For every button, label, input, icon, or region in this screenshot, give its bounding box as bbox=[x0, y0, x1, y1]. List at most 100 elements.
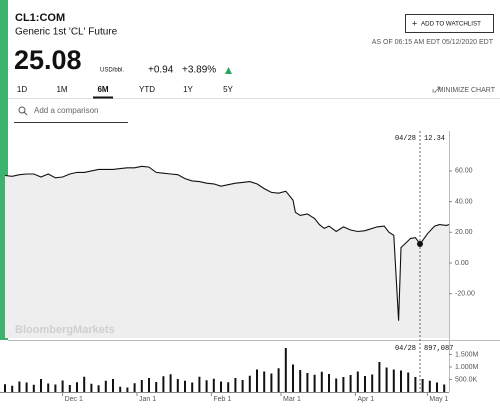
volume-bar bbox=[68, 385, 71, 392]
volume-bar bbox=[443, 384, 446, 392]
x-tick-label: May 1 bbox=[429, 396, 448, 403]
volume-bar bbox=[407, 372, 410, 392]
hover-date: 04/28 bbox=[395, 345, 416, 353]
volume-bar bbox=[83, 376, 86, 392]
volume-bar bbox=[378, 362, 381, 392]
volume-bar bbox=[356, 371, 359, 392]
volume-bar bbox=[18, 381, 21, 392]
volume-bar bbox=[263, 371, 266, 392]
volume-bar bbox=[320, 371, 323, 392]
volume-bar bbox=[256, 369, 258, 392]
watermark: BloombergMarkets bbox=[15, 324, 115, 336]
x-tick-label: Jan 1 bbox=[139, 396, 156, 403]
volume-bar bbox=[47, 383, 50, 392]
volume-bar bbox=[292, 364, 294, 392]
volume-bar bbox=[421, 379, 424, 392]
volume-bar bbox=[126, 387, 129, 392]
volume-bar bbox=[371, 374, 374, 392]
y-tick-label: 500.0K bbox=[455, 376, 478, 383]
volume-bar bbox=[148, 378, 150, 392]
tab[interactable]: 5Y bbox=[223, 85, 233, 94]
change: +0.94 bbox=[148, 65, 174, 76]
unit: USD/bbl. bbox=[100, 68, 124, 74]
price: 25.08 bbox=[14, 45, 82, 75]
volume-bar bbox=[162, 376, 165, 392]
volume-bar bbox=[428, 380, 431, 392]
x-tick-label: Apr 1 bbox=[357, 396, 374, 403]
y-tick-label: 1.500M bbox=[455, 351, 479, 358]
watchlist-label[interactable]: ADD TO WATCHLIST bbox=[421, 21, 481, 28]
tab[interactable]: 1D bbox=[17, 85, 27, 94]
volume-bar bbox=[234, 378, 237, 392]
volume-bar bbox=[184, 380, 186, 392]
volume-bar bbox=[414, 377, 417, 392]
volume-bar bbox=[32, 384, 35, 392]
volume-bar bbox=[335, 378, 338, 392]
hover-date: 04/28 bbox=[395, 135, 416, 143]
volume-bar bbox=[61, 380, 64, 392]
volume-bar bbox=[364, 376, 366, 392]
volume-bar bbox=[227, 382, 230, 392]
volume-bar bbox=[140, 380, 143, 392]
up-arrow bbox=[225, 67, 232, 74]
volume-bar bbox=[277, 368, 280, 392]
accent-bar bbox=[0, 0, 8, 340]
volume-bar bbox=[90, 383, 93, 392]
volume-bar bbox=[270, 373, 273, 392]
tab[interactable]: 6M bbox=[97, 85, 108, 94]
search-input[interactable]: Add a comparison bbox=[34, 106, 98, 115]
volume-bar bbox=[176, 379, 179, 392]
volume-bar bbox=[342, 377, 345, 392]
as-of: AS OF 06:15 AM EDT 05/12/2020 EDT bbox=[372, 39, 494, 46]
volume-bar bbox=[40, 379, 42, 392]
volume-bar bbox=[248, 375, 251, 392]
search-icon-handle bbox=[23, 111, 28, 116]
volume-bar bbox=[205, 380, 208, 392]
volume-bar bbox=[169, 374, 172, 392]
y-tick-label: 1.000M bbox=[455, 364, 479, 371]
minimize-label[interactable]: MINIMIZE CHART bbox=[438, 87, 496, 94]
price-line bbox=[4, 165, 450, 321]
volume-bar bbox=[241, 380, 244, 392]
volume-bar bbox=[328, 374, 330, 392]
symbol: CL1:COM bbox=[15, 12, 65, 24]
volume-bar bbox=[54, 384, 57, 392]
volume-bar bbox=[198, 376, 201, 392]
x-tick-label: Mar 1 bbox=[283, 396, 301, 403]
tab[interactable]: 1Y bbox=[183, 85, 193, 94]
volume-bar bbox=[25, 382, 28, 392]
volume-bar bbox=[313, 374, 316, 392]
volume-bar bbox=[436, 382, 438, 392]
y-tick-label: 60.00 bbox=[455, 168, 473, 175]
y-tick-label: 20.00 bbox=[455, 229, 473, 236]
x-tick-label: Feb 1 bbox=[213, 396, 231, 403]
volume-bar bbox=[385, 367, 388, 392]
instrument-name: Generic 1st 'CL' Future bbox=[15, 27, 118, 38]
area bbox=[5, 166, 449, 338]
volume-bar bbox=[306, 373, 309, 392]
volume-bar bbox=[191, 382, 194, 392]
tab[interactable]: YTD bbox=[139, 85, 155, 94]
volume-bar bbox=[212, 378, 215, 392]
y-tick-label: -20.00 bbox=[455, 290, 475, 297]
volume-bar bbox=[349, 375, 352, 392]
hover-volume: 897,087 bbox=[424, 345, 453, 353]
volume-bar bbox=[299, 370, 302, 392]
y-tick-label: 40.00 bbox=[455, 198, 473, 205]
volume-bar bbox=[119, 386, 122, 392]
watchlist-button[interactable] bbox=[405, 14, 494, 33]
volume-bar bbox=[284, 348, 287, 392]
minimize-icon[interactable] bbox=[432, 86, 441, 93]
volume-bar bbox=[133, 383, 136, 392]
volume-bar bbox=[112, 379, 114, 392]
tab[interactable]: 1M bbox=[56, 85, 67, 94]
volume-bar bbox=[400, 370, 402, 392]
volume-bar bbox=[220, 381, 222, 392]
crosshair-dot bbox=[417, 241, 423, 248]
volume-bar bbox=[97, 385, 100, 392]
volume-bar bbox=[392, 369, 395, 392]
change-pct: +3.89% bbox=[182, 65, 216, 76]
volume-bar bbox=[4, 384, 6, 392]
plus-icon: + bbox=[412, 18, 417, 28]
